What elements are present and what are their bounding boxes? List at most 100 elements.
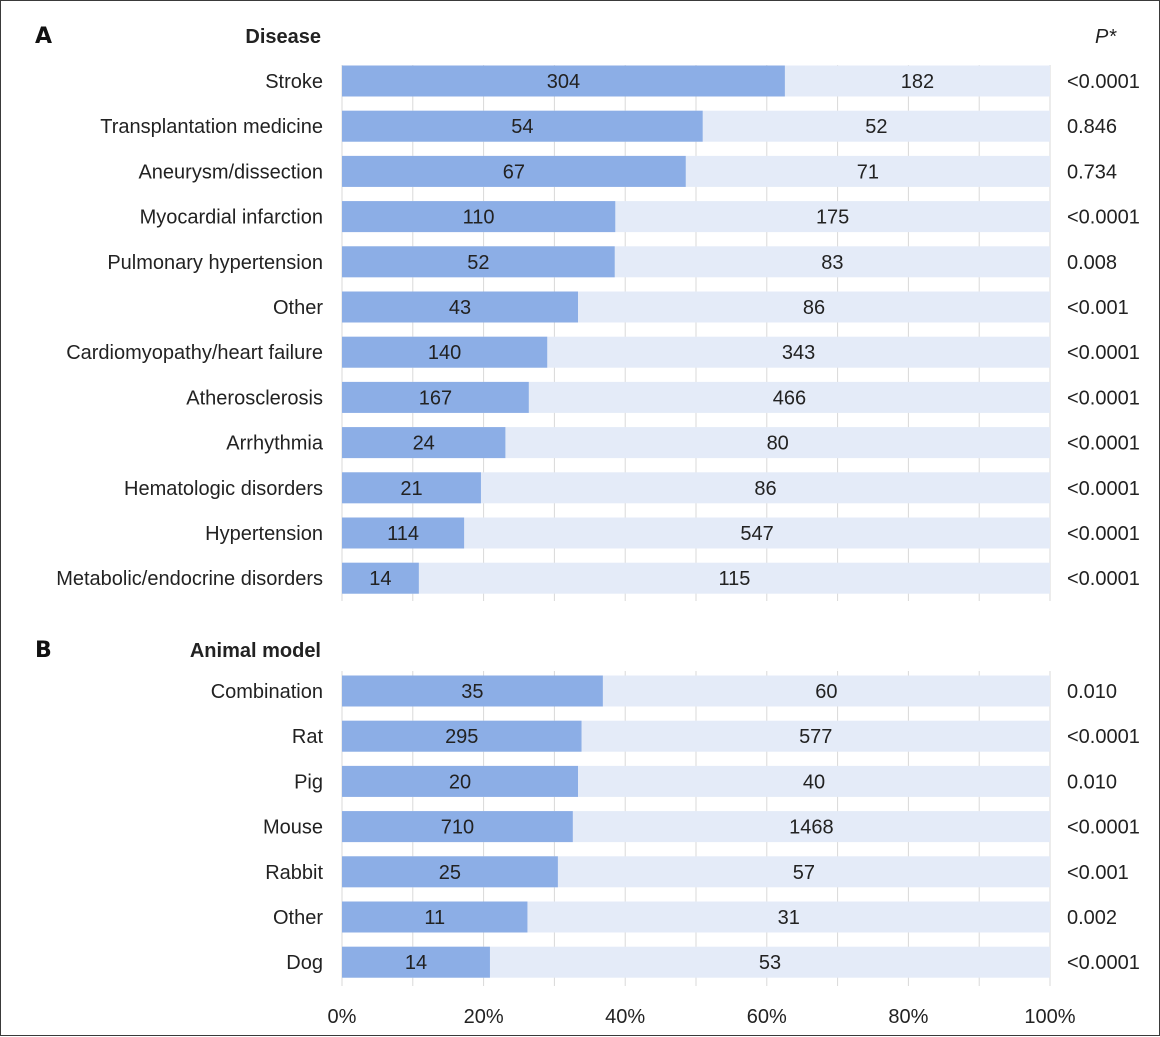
p-value: <0.0001 [1067, 71, 1140, 93]
data-label-secondary: 40 [803, 771, 825, 793]
data-label-primary: 20 [449, 771, 471, 793]
p-value: 0.010 [1067, 681, 1117, 703]
bar-segment-primary [342, 65, 785, 97]
category-label: Aneurysm/dissection [138, 161, 323, 183]
bar-segment-primary [342, 427, 506, 459]
p-value: <0.0001 [1067, 387, 1140, 409]
data-label-primary: 24 [413, 433, 435, 455]
bar-segment-primary [342, 336, 548, 368]
category-label: Transplantation medicine [100, 116, 323, 138]
data-label-primary: 114 [387, 523, 419, 545]
category-label: Hypertension [205, 523, 323, 545]
data-label-secondary: 31 [778, 907, 800, 929]
x-tick-label: 40% [605, 1006, 645, 1028]
bar-segment-primary [342, 765, 578, 797]
data-label-secondary: 577 [799, 726, 832, 748]
category-label: Other [273, 297, 323, 319]
bar-segment-primary [342, 720, 582, 752]
data-label-primary: 54 [511, 116, 533, 138]
data-label-primary: 14 [405, 952, 427, 974]
p-value: 0.002 [1067, 907, 1117, 929]
p-value: 0.734 [1067, 161, 1117, 183]
bar-segment-primary [342, 246, 615, 278]
bar-segment-primary [342, 856, 558, 888]
data-label-primary: 35 [461, 681, 483, 703]
p-value: <0.001 [1067, 862, 1129, 884]
data-label-secondary: 53 [759, 952, 781, 974]
p-value: <0.0001 [1067, 478, 1140, 500]
data-label-primary: 140 [428, 342, 461, 364]
section-title: Disease [245, 26, 321, 48]
data-label-secondary: 1468 [789, 817, 834, 839]
data-label-secondary: 175 [816, 207, 849, 229]
p-value: <0.001 [1067, 297, 1129, 319]
data-label-primary: 110 [463, 207, 495, 229]
data-label-secondary: 80 [767, 433, 789, 455]
data-label-primary: 167 [419, 387, 452, 409]
data-label-secondary: 547 [740, 523, 773, 545]
data-label-secondary: 343 [782, 342, 815, 364]
data-label-secondary: 182 [901, 71, 934, 93]
data-label-secondary: 60 [815, 681, 837, 703]
bar-segment-primary [342, 201, 616, 233]
category-label: Stroke [265, 71, 323, 93]
bar-segment-primary [342, 946, 490, 978]
panel-label: A [35, 24, 52, 49]
data-label-secondary: 83 [821, 252, 843, 274]
panel-label: B [35, 638, 52, 663]
x-tick-label: 0% [328, 1006, 357, 1028]
bar-segment-primary [342, 811, 573, 843]
data-label-secondary: 71 [857, 161, 879, 183]
category-label: Cardiomyopathy/heart failure [66, 342, 323, 364]
data-label-primary: 52 [467, 252, 489, 274]
category-label: Pulmonary hypertension [107, 252, 323, 274]
data-label-secondary: 466 [773, 387, 806, 409]
p-value: <0.0001 [1067, 568, 1140, 590]
bar-segment-secondary [342, 562, 1050, 594]
data-label-primary: 11 [424, 907, 445, 929]
data-label-secondary: 52 [865, 116, 887, 138]
category-label: Rabbit [265, 862, 323, 884]
p-value: <0.0001 [1067, 523, 1140, 545]
x-tick-label: 100% [1024, 1006, 1075, 1028]
bar-segment-primary [342, 472, 481, 504]
category-label: Other [273, 907, 323, 929]
data-label-secondary: 57 [793, 862, 815, 884]
bar-segment-primary [342, 901, 528, 933]
data-label-primary: 67 [503, 161, 525, 183]
p-value: <0.0001 [1067, 342, 1140, 364]
p-value: <0.0001 [1067, 952, 1140, 974]
data-label-primary: 14 [369, 568, 391, 590]
category-label: Dog [286, 952, 323, 974]
data-label-secondary: 86 [754, 478, 776, 500]
p-value: 0.008 [1067, 252, 1117, 274]
data-label-secondary: 86 [803, 297, 825, 319]
category-label: Atherosclerosis [186, 387, 323, 409]
p-value-header: P* [1095, 26, 1117, 48]
bar-segment-primary [342, 291, 578, 323]
bar-segment-primary [342, 381, 529, 413]
bar-segment-primary [342, 110, 703, 142]
category-label: Mouse [263, 817, 323, 839]
x-tick-label: 80% [888, 1006, 928, 1028]
category-label: Rat [292, 726, 324, 748]
category-label: Pig [294, 771, 323, 793]
bar-segment-primary [342, 675, 603, 707]
bar-segment-primary [342, 562, 419, 594]
category-label: Metabolic/endocrine disorders [56, 568, 323, 590]
p-value: 0.846 [1067, 116, 1117, 138]
data-label-primary: 43 [449, 297, 471, 319]
data-label-primary: 25 [439, 862, 461, 884]
data-label-primary: 710 [441, 817, 474, 839]
bar-segment-primary [342, 155, 686, 187]
section-title: Animal model [190, 640, 321, 662]
p-value: <0.0001 [1067, 817, 1140, 839]
category-label: Myocardial infarction [140, 207, 323, 229]
bar-segment-primary [342, 517, 465, 549]
x-tick-label: 60% [747, 1006, 787, 1028]
p-value: <0.0001 [1067, 207, 1140, 229]
data-label-primary: 295 [445, 726, 478, 748]
data-label-secondary: 115 [718, 568, 750, 590]
